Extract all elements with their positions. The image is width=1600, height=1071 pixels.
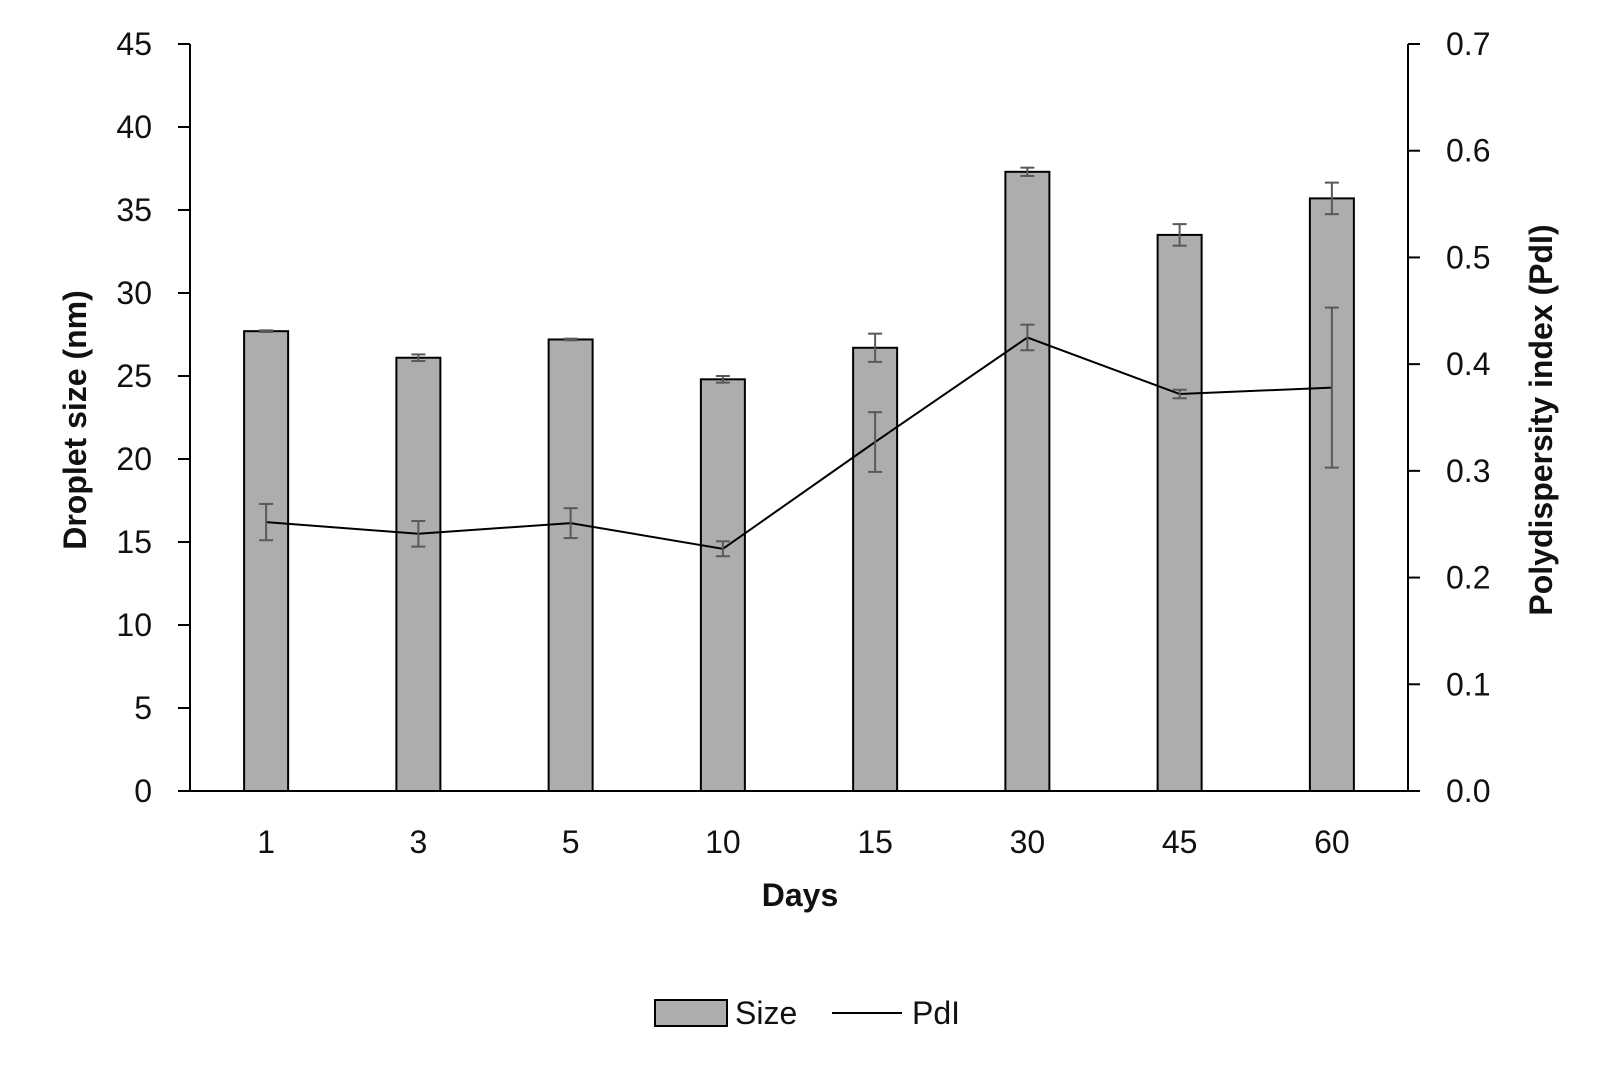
- x-tick-label: 5: [562, 824, 580, 860]
- pdi-line: [266, 336, 1332, 550]
- size-bar-30: [1004, 170, 1051, 792]
- pdi-error-bars: [259, 306, 1339, 558]
- y2-tick-label: 0.1: [1446, 666, 1490, 702]
- size-error-bar-15: [868, 332, 883, 363]
- bars-layer: [243, 170, 1355, 792]
- x-tick-label: 10: [705, 824, 741, 860]
- y-tick-label: 20: [116, 441, 152, 477]
- pdi-error-bar-45: [1172, 388, 1187, 400]
- pdi-line-layer: [266, 336, 1332, 550]
- pdi-error-bar-3: [411, 520, 426, 548]
- x-tick-label: 15: [857, 824, 893, 860]
- size-bar-5: [547, 338, 594, 792]
- size-bar-10: [699, 378, 746, 792]
- legend-pdi-label: PdI: [912, 995, 960, 1031]
- x-tick-label: 60: [1314, 824, 1350, 860]
- y2-tick-label: 0.0: [1446, 773, 1490, 809]
- x-axis-title: Days: [762, 877, 839, 913]
- x-tick-label: 45: [1162, 824, 1198, 860]
- y-tick-label: 15: [116, 524, 152, 560]
- y2-tick-label: 0.7: [1446, 26, 1490, 62]
- legend: Size PdI: [654, 995, 960, 1031]
- y-tick-label: 40: [116, 109, 152, 145]
- size-error-bar-45: [1172, 223, 1187, 247]
- y2-tick-label: 0.5: [1446, 239, 1490, 275]
- x-tick-label: 1: [257, 824, 275, 860]
- x-tick-label: 3: [409, 824, 427, 860]
- y2-tick-label: 0.3: [1446, 453, 1490, 489]
- pdi-error-bar-15: [868, 411, 883, 473]
- y-tick-label: 5: [134, 690, 152, 726]
- size-error-bar-5: [563, 337, 578, 342]
- size-bar-3: [395, 356, 442, 792]
- y-tick-label: 30: [116, 275, 152, 311]
- pdi-error-bar-10: [715, 540, 730, 558]
- x-tick-label: 30: [1010, 824, 1046, 860]
- size-error-bar-30: [1020, 166, 1035, 177]
- y2-tick-label: 0.2: [1446, 560, 1490, 596]
- size-error-bars: [259, 166, 1339, 384]
- tick-labels: 0510152025303540450.00.10.20.30.40.50.60…: [116, 26, 1490, 860]
- pdi-error-bar-1: [259, 502, 274, 542]
- y-axis-title: Droplet size (nm): [57, 290, 93, 550]
- size-error-bar-60: [1324, 181, 1339, 216]
- y-tick-label: 25: [116, 358, 152, 394]
- size-error-bar-1: [259, 329, 274, 334]
- legend-size-label: Size: [735, 995, 797, 1031]
- pdi-error-bar-5: [563, 507, 578, 540]
- y-tick-label: 0: [134, 773, 152, 809]
- size-bar-1: [243, 330, 290, 792]
- size-error-bar-10: [715, 375, 730, 384]
- y-tick-label: 45: [116, 26, 152, 62]
- size-bar-60: [1308, 197, 1355, 792]
- pdi-error-bar-30: [1020, 323, 1035, 352]
- y-tick-label: 10: [116, 607, 152, 643]
- y2-tick-label: 0.6: [1446, 133, 1490, 169]
- y2-tick-label: 0.4: [1446, 346, 1490, 382]
- size-error-bar-3: [411, 353, 426, 363]
- pdi-error-bar-60: [1324, 306, 1339, 469]
- axes-layer: [178, 43, 1420, 792]
- size-bar-45: [1156, 233, 1203, 792]
- legend-size-swatch: [654, 999, 728, 1027]
- y2-axis-title: Polydispersity index (PdI): [1523, 224, 1559, 615]
- y-tick-label: 35: [116, 192, 152, 228]
